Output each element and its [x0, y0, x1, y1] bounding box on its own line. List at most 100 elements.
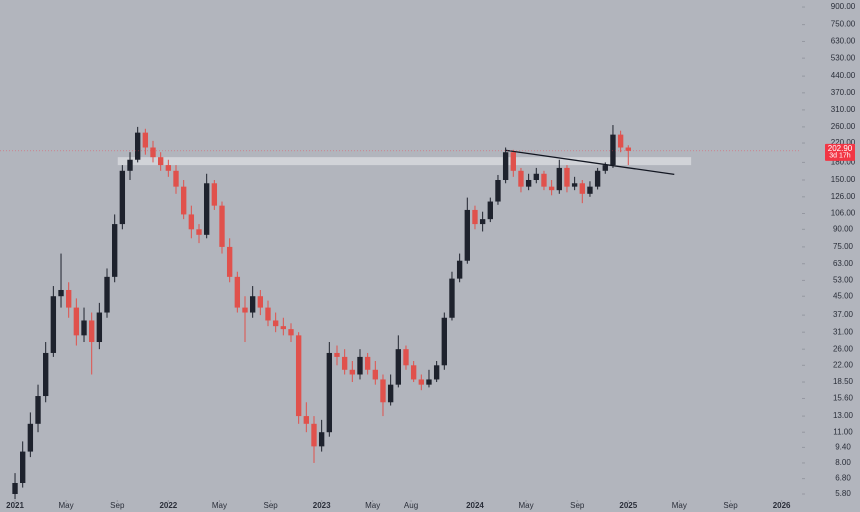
candle-body [525, 179, 532, 187]
candle-body [441, 317, 447, 366]
candle-body [433, 365, 440, 380]
candle-body [196, 229, 202, 235]
candle-body [456, 260, 463, 279]
candle-body [134, 132, 141, 160]
candle-body [295, 335, 302, 417]
y-tick-label: 220.00 [831, 138, 856, 147]
y-tick-label: 8.00 [835, 458, 851, 467]
x-tick-label: Aug [404, 501, 418, 510]
x-tick-label: May [212, 501, 227, 510]
y-tick-label: 37.00 [833, 310, 854, 319]
candle-body [479, 219, 486, 225]
candle-body [410, 365, 417, 380]
candle-body [510, 152, 516, 171]
candle-body [341, 356, 348, 370]
support-zone [117, 157, 692, 166]
candle-body [173, 170, 179, 187]
x-tick-label: 2024 [466, 501, 484, 510]
candle-body [180, 186, 187, 215]
last-price-label: 202.90 [828, 144, 853, 153]
y-tick-label: 900.00 [831, 2, 856, 11]
candle-body [403, 349, 409, 366]
candle-body [387, 384, 394, 403]
candle-body [495, 179, 501, 202]
y-tick-label: 6.80 [835, 474, 851, 483]
y-tick-label: 90.00 [833, 224, 854, 233]
y-tick-label: 18.50 [833, 377, 854, 386]
candle-body [73, 307, 80, 336]
candle-body [66, 289, 72, 308]
y-tick-label: 180.00 [831, 158, 856, 167]
candle-body [617, 134, 624, 148]
y-tick-label: 11.00 [833, 427, 853, 436]
x-tick-label: Sep [263, 501, 278, 510]
candle-body [188, 214, 195, 230]
candle-body [594, 170, 601, 187]
x-tick-label: 2022 [159, 501, 177, 510]
y-tick-label: 530.00 [831, 53, 856, 62]
candle-body [464, 209, 470, 261]
candle-body [548, 186, 555, 191]
candle-body [249, 296, 256, 313]
x-tick-label: May [59, 501, 74, 510]
candle-body [564, 167, 570, 187]
candle-body [12, 482, 18, 494]
candle-body [280, 326, 287, 330]
candle-body [426, 379, 432, 385]
y-tick-label: 15.60 [833, 394, 854, 403]
candle-body [571, 183, 578, 187]
candle-body [587, 186, 593, 194]
y-tick-label: 440.00 [831, 71, 856, 80]
candle-body [27, 423, 34, 452]
candle-body [142, 132, 149, 148]
candle-body [502, 152, 509, 180]
candle-body [372, 369, 378, 380]
y-tick-label: 26.00 [833, 344, 854, 353]
x-tick-label: 2025 [619, 501, 637, 510]
candle-body [111, 224, 118, 277]
x-tick-label: 2026 [773, 501, 791, 510]
candle-body [602, 165, 608, 171]
y-tick-label: 126.00 [831, 192, 856, 201]
x-tick-label: May [518, 501, 533, 510]
x-tick-label: Sep [110, 501, 125, 510]
y-tick-label: 63.00 [833, 259, 854, 268]
candle-body [58, 289, 64, 297]
x-tick-label: 2021 [6, 501, 24, 510]
x-tick-label: May [365, 501, 380, 510]
y-tick-label: 630.00 [831, 37, 856, 46]
candle-body [127, 159, 133, 171]
candle-body [418, 379, 424, 385]
candle-body [35, 396, 41, 424]
candle-body [541, 173, 547, 187]
candle-body [349, 369, 356, 375]
y-tick-label: 260.00 [831, 122, 856, 131]
candle-body [272, 320, 279, 327]
candle-body [380, 379, 386, 403]
candle-body [265, 307, 271, 321]
candle-body [226, 246, 233, 277]
candle-body [556, 167, 562, 191]
candle-body [326, 352, 333, 433]
last-price-box [825, 143, 855, 161]
y-tick-label: 13.00 [833, 411, 854, 420]
candle-body [487, 201, 493, 220]
candle-body [357, 356, 363, 375]
y-tick-label: 106.00 [831, 209, 856, 218]
candle-body [219, 205, 225, 247]
countdown: 3d 17h [829, 153, 851, 160]
x-tick-label: Sep [723, 501, 738, 510]
candle-body [334, 352, 340, 357]
candle-body [311, 423, 317, 447]
candle-body [610, 134, 616, 166]
candle-body [472, 209, 478, 225]
y-tick-label: 31.00 [833, 327, 854, 336]
candle-body [20, 451, 26, 483]
candle-body [50, 296, 57, 353]
y-tick-label: 5.80 [835, 489, 851, 498]
candle-body [318, 432, 325, 447]
y-tick-label: 750.00 [831, 20, 856, 29]
candle-body [157, 157, 164, 166]
candle-body [81, 320, 87, 336]
